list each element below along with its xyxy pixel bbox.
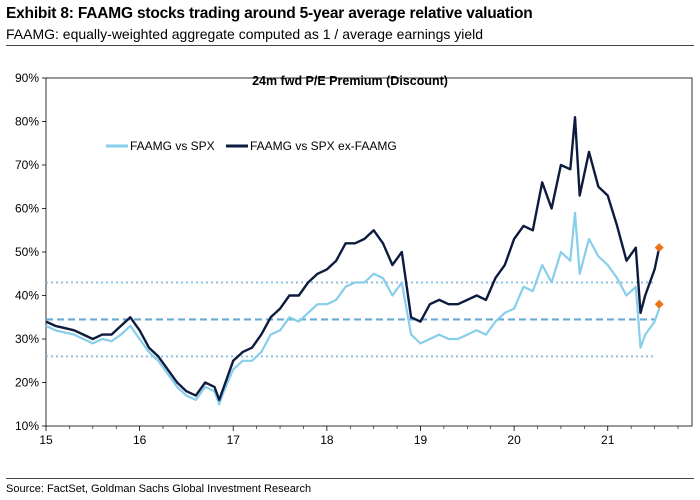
legend: FAAMG vs SPX FAAMG vs SPX ex-FAAMG [106, 139, 397, 153]
x-axis-ticks: 15 16 17 18 19 20 21 [39, 426, 678, 447]
series-line-faamg-vs-spx [46, 213, 659, 404]
chart-area: 10% 20% 30% 40% 50% 60% 70% 80% 90% 15 16 17 18 19 20… [0, 0, 700, 470]
y-tick-label: 80% [15, 115, 39, 129]
x-tick-label: 18 [320, 433, 334, 447]
legend-label-faamg-vs-spx-ex-faamg: FAAMG vs SPX ex-FAAMG [250, 139, 397, 153]
y-tick-label: 30% [15, 332, 39, 346]
chart-title: 24m fwd P/E Premium (Discount) [252, 74, 448, 88]
legend-label-faamg-vs-spx: FAAMG vs SPX [130, 139, 215, 153]
y-tick-label: 70% [15, 158, 39, 172]
series-lines [46, 117, 659, 404]
reference-lines [46, 282, 655, 356]
latest-marker-ex-faamg [655, 243, 664, 252]
y-tick-label: 20% [15, 376, 39, 390]
x-tick-label: 15 [39, 433, 53, 447]
x-tick-label: 17 [227, 433, 241, 447]
x-tick-label: 19 [414, 433, 428, 447]
y-tick-label: 90% [15, 71, 39, 85]
x-tick-label: 16 [133, 433, 147, 447]
source-note: Source: FactSet, Goldman Sachs Global In… [6, 483, 311, 495]
latest-marker-spx [655, 300, 664, 309]
x-tick-label: 21 [601, 433, 615, 447]
y-tick-label: 50% [15, 245, 39, 259]
y-tick-label: 60% [15, 202, 39, 216]
y-tick-label: 40% [15, 289, 39, 303]
x-tick-label: 20 [507, 433, 521, 447]
footer-rule [6, 478, 694, 479]
y-axis-ticks: 10% 20% 30% 40% 50% 60% 70% 80% 90% [15, 71, 46, 433]
y-tick-label: 10% [15, 419, 39, 433]
